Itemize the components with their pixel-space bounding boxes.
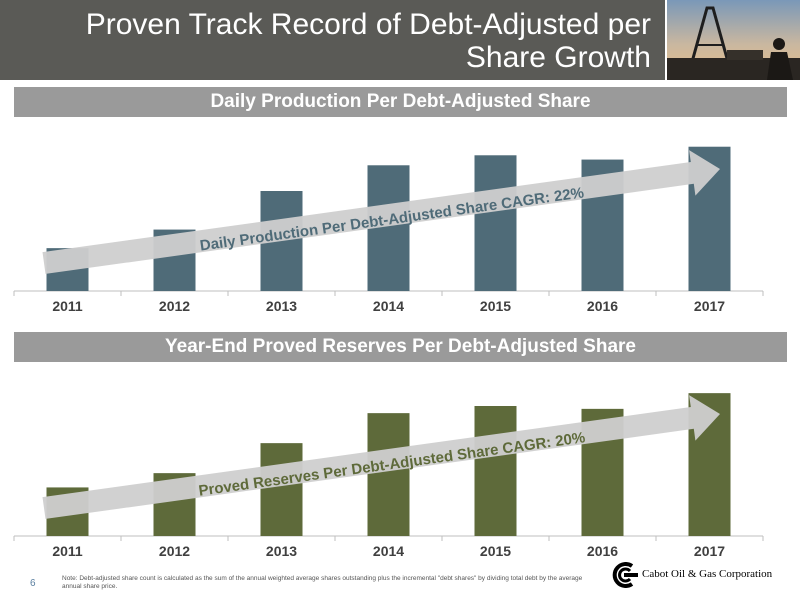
- reserves-x-tick-label: 2015: [480, 543, 511, 559]
- production-trend-arrow: [42, 150, 720, 274]
- production-x-tick-label: 2013: [266, 298, 297, 314]
- page-number: 6: [30, 578, 36, 589]
- production-chart-title: Daily Production Per Debt-Adjusted Share: [14, 87, 787, 117]
- reserves-x-tick-label: 2012: [159, 543, 190, 559]
- reserves-x-tick-label: 2011: [52, 543, 83, 559]
- cabot-logo-icon: [612, 562, 638, 588]
- reserves-bar-2015: [474, 406, 517, 536]
- production-x-tick-label: 2011: [52, 298, 83, 314]
- drilling-rig-photo: [667, 0, 800, 80]
- footnote: Note: Debt-adjusted share count is calcu…: [62, 575, 583, 590]
- production-bar-2015: [474, 155, 517, 291]
- production-x-tick-label: 2017: [694, 298, 725, 314]
- reserves-x-tick-label: 2017: [694, 543, 725, 559]
- reserves-x-tick-label: 2014: [373, 543, 404, 559]
- production-x-tick-label: 2014: [373, 298, 404, 314]
- reserves-chart-title: Year-End Proved Reserves Per Debt-Adjust…: [14, 332, 787, 362]
- drilling-rig-photo-graphic: [667, 0, 800, 80]
- page-title-line-1: Proven Track Record of Debt-Adjusted per: [85, 8, 651, 41]
- production-x-tick-label: 2016: [587, 298, 618, 314]
- header-bar: Proven Track Record of Debt-Adjusted per…: [0, 0, 665, 80]
- reserves-trend-arrow: [42, 395, 720, 519]
- reserves-x-tick-label: 2016: [587, 543, 618, 559]
- reserves-bar-2014: [367, 413, 410, 536]
- page-title: Proven Track Record of Debt-Adjusted per…: [11, 8, 651, 74]
- reserves-x-tick-label: 2013: [266, 543, 297, 559]
- company-name: Cabot Oil & Gas Corporation: [642, 568, 773, 580]
- page-title-line-2: Share Growth: [465, 41, 651, 74]
- reserves-bar-2013: [260, 443, 303, 536]
- production-x-tick-label: 2015: [480, 298, 511, 314]
- production-x-tick-label: 2012: [159, 298, 190, 314]
